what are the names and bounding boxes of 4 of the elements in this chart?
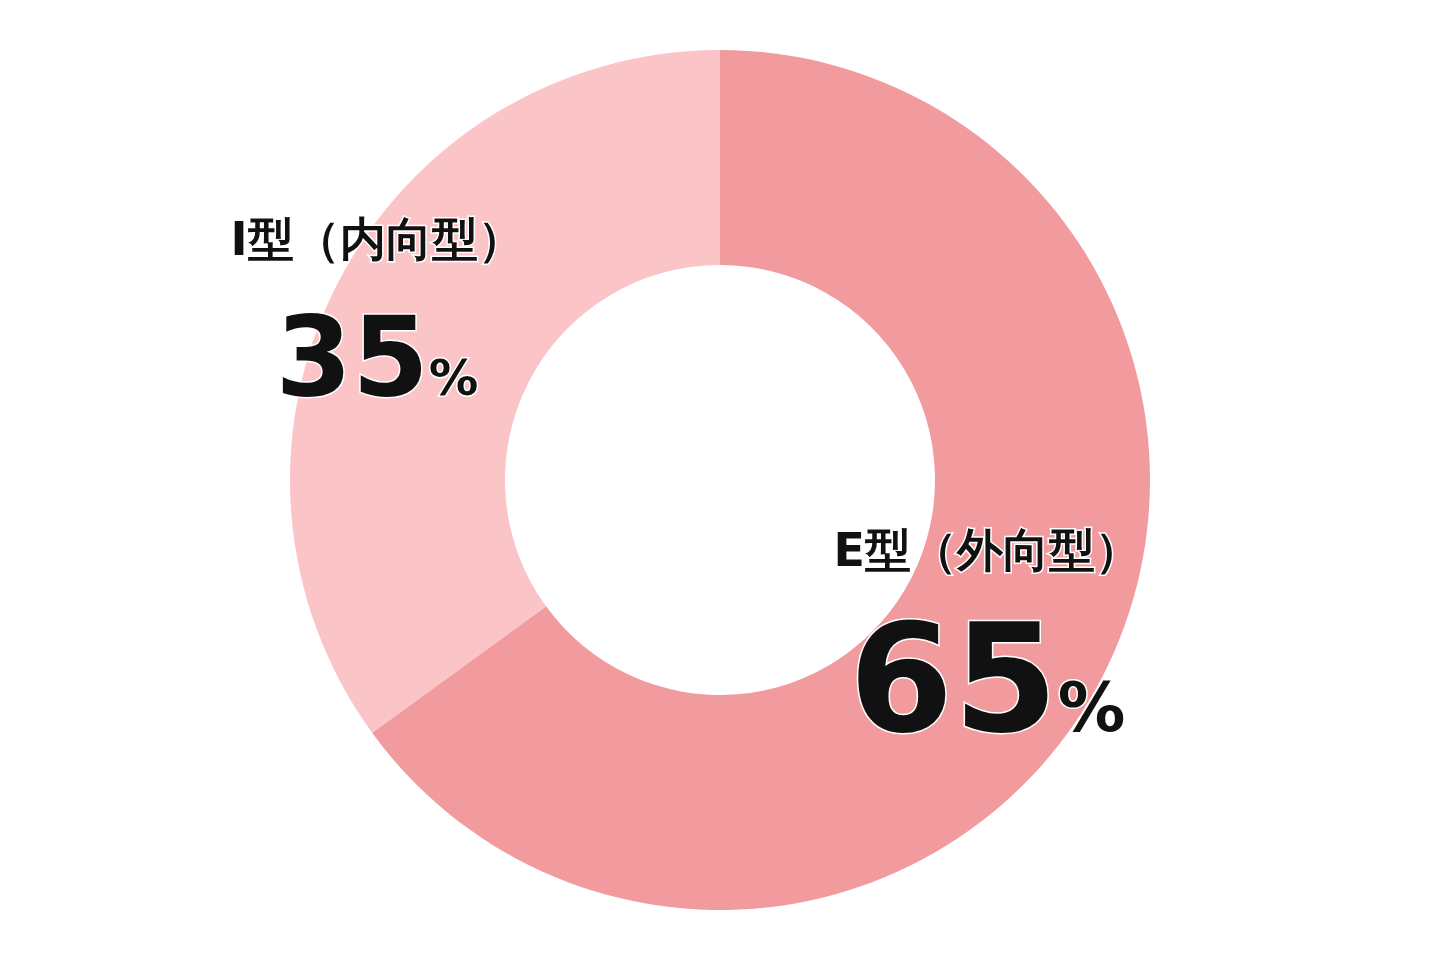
data-label: 35% bbox=[275, 293, 479, 422]
slice-label: E型（外向型） bbox=[833, 523, 1142, 578]
data-label: 65% bbox=[849, 592, 1126, 767]
slice-label: I型（内向型） bbox=[230, 212, 524, 267]
